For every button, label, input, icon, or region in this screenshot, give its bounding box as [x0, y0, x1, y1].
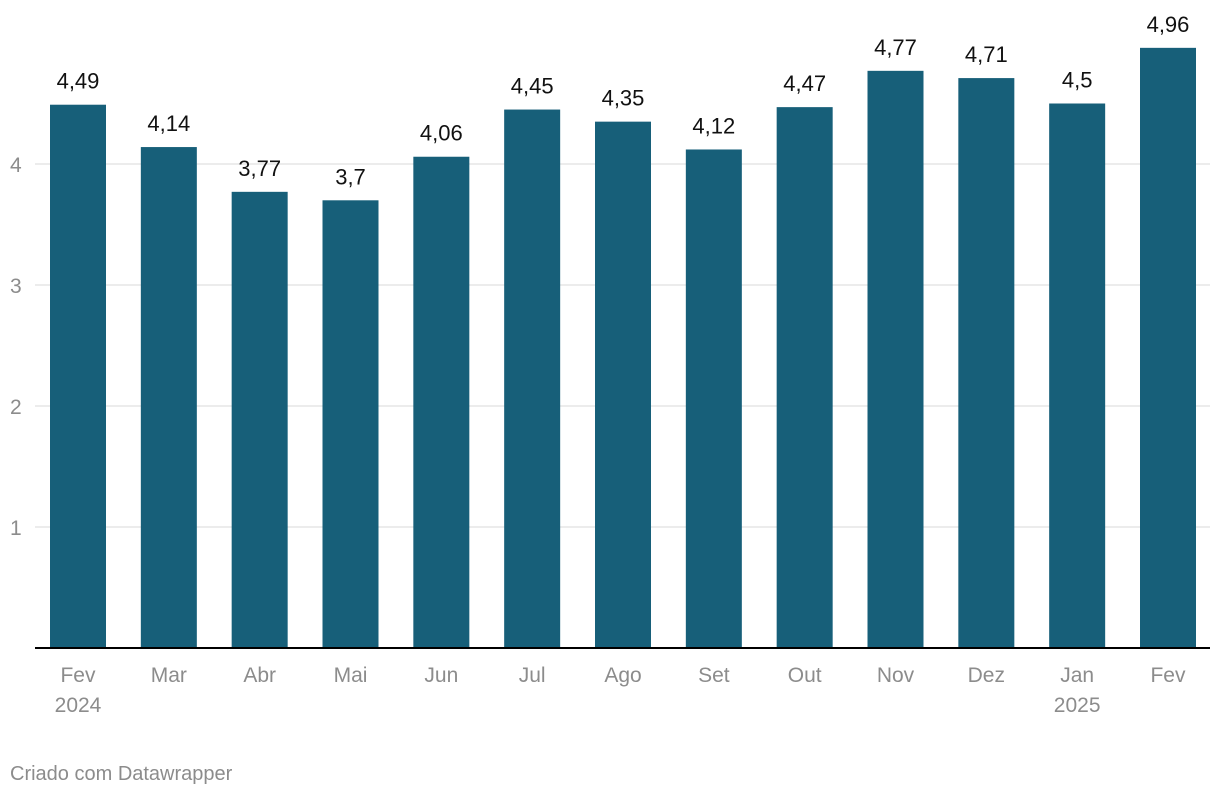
bar — [1140, 47, 1196, 648]
bar — [776, 107, 833, 648]
value-label: 4,96 — [1147, 12, 1190, 37]
x-tick-label: Mai — [334, 664, 368, 687]
value-label: 4,14 — [147, 111, 190, 136]
value-label: 4,71 — [965, 42, 1008, 67]
x-tick-label: 2024 — [55, 694, 102, 717]
value-labels: 4,49 4,14 3,77 3,7 4,06 4,45 4,35 4,12 4,47 4,77 4… — [57, 12, 1190, 189]
bar — [231, 191, 288, 648]
x-tick-label: Ago — [604, 664, 641, 687]
x-tick-label: Fev — [60, 664, 96, 687]
bar-chart: 1 2 3 4 4,49 4,14 3,77 3,7 4,06 4,45 4,35 4,12 4,47… — [10, 12, 1210, 717]
value-label: 4,12 — [692, 113, 735, 138]
value-label: 4,49 — [57, 69, 100, 94]
footer-credit: Criado com Datawrapper — [10, 763, 233, 785]
bar — [1049, 103, 1106, 648]
x-tick-label: Out — [788, 664, 822, 687]
bar — [413, 156, 470, 649]
bar — [595, 121, 651, 648]
bar — [140, 147, 197, 648]
y-tick-label: 1 — [10, 517, 22, 540]
value-label: 4,35 — [602, 86, 645, 111]
x-tick-label: Jul — [519, 664, 546, 687]
x-tick-label: Fev — [1150, 664, 1186, 687]
bar — [867, 70, 924, 648]
value-label: 3,7 — [335, 164, 366, 189]
x-tick-label: Abr — [243, 664, 276, 687]
x-tick-label: Dez — [968, 664, 1005, 687]
y-tick-label: 2 — [10, 396, 22, 419]
bar — [504, 109, 561, 649]
x-tick-label: 2025 — [1054, 694, 1101, 717]
x-tick-label: Jun — [424, 664, 458, 687]
x-tick-label: Nov — [877, 664, 915, 687]
value-label: 3,77 — [238, 156, 281, 181]
x-tick-label: Set — [698, 664, 730, 687]
value-label: 4,47 — [783, 71, 826, 96]
bar — [685, 149, 742, 649]
value-label: 4,5 — [1062, 68, 1093, 93]
value-label: 4,06 — [420, 121, 463, 146]
bar — [322, 200, 379, 649]
x-tick-label: Jan — [1060, 664, 1094, 687]
bar — [50, 104, 106, 648]
y-axis-ticks: 1 2 3 4 — [10, 154, 22, 540]
y-tick-label: 4 — [10, 154, 22, 177]
y-tick-label: 3 — [10, 275, 22, 298]
bars — [50, 47, 1196, 649]
x-axis-ticks: Fev 2024 Mar Abr Mai Jun Jul Ago Set Out Nov Dez Jan… — [55, 664, 1186, 717]
value-label: 4,77 — [874, 35, 917, 60]
x-tick-label: Mar — [151, 664, 187, 687]
bar — [958, 78, 1015, 649]
value-label: 4,45 — [511, 74, 554, 99]
chart-canvas: 1 2 3 4 4,49 4,14 3,77 3,7 4,06 4,45 4,35 4,12 4,47… — [10, 12, 1210, 717]
